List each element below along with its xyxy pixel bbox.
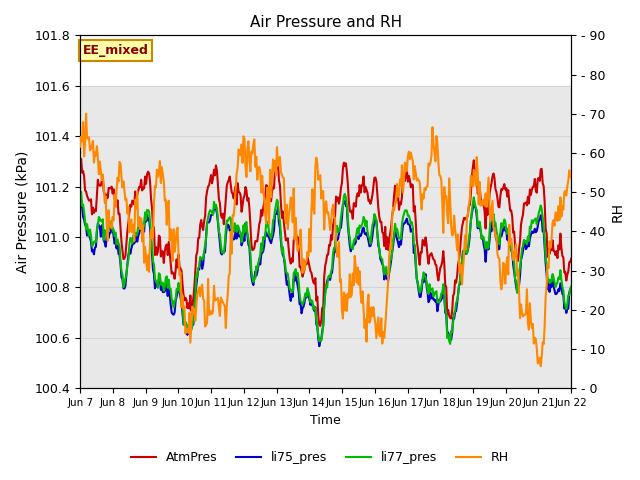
li77_pres bbox=[343, 202, 351, 208]
Line: li75_pres: li75_pres bbox=[80, 198, 572, 346]
li77_pres bbox=[481, 240, 488, 246]
Line: AtmPres: AtmPres bbox=[80, 159, 572, 326]
li77_pres bbox=[557, 277, 565, 283]
li75_pres bbox=[568, 287, 575, 293]
AtmPres bbox=[369, 183, 377, 189]
Bar bbox=[80, 338, 572, 388]
RH bbox=[568, 173, 575, 179]
AtmPres bbox=[316, 323, 324, 329]
AtmPres bbox=[76, 156, 84, 162]
RH bbox=[537, 363, 545, 369]
RH bbox=[76, 144, 84, 150]
X-axis label: Time: Time bbox=[310, 414, 341, 427]
AtmPres bbox=[568, 256, 575, 262]
Y-axis label: Air Pressure (kPa): Air Pressure (kPa) bbox=[15, 151, 29, 273]
li75_pres bbox=[343, 203, 351, 209]
AtmPres bbox=[480, 202, 488, 208]
li77_pres bbox=[310, 303, 318, 309]
AtmPres bbox=[343, 169, 351, 175]
li77_pres bbox=[446, 341, 454, 347]
RH bbox=[314, 160, 321, 166]
RH bbox=[480, 197, 488, 203]
AtmPres bbox=[310, 279, 317, 285]
li77_pres bbox=[314, 324, 321, 329]
Y-axis label: RH: RH bbox=[611, 202, 625, 222]
Title: Air Pressure and RH: Air Pressure and RH bbox=[250, 15, 402, 30]
Legend: AtmPres, li75_pres, li77_pres, RH: AtmPres, li75_pres, li77_pres, RH bbox=[125, 446, 515, 469]
Text: EE_mixed: EE_mixed bbox=[83, 44, 148, 57]
li75_pres bbox=[557, 280, 564, 286]
Bar bbox=[80, 86, 572, 338]
li75_pres bbox=[369, 225, 377, 230]
AtmPres bbox=[312, 298, 320, 303]
li75_pres bbox=[310, 306, 317, 312]
RH bbox=[310, 211, 318, 216]
RH bbox=[343, 308, 351, 314]
li75_pres bbox=[76, 195, 84, 201]
RH bbox=[82, 111, 90, 117]
li75_pres bbox=[316, 343, 323, 349]
li77_pres bbox=[77, 189, 85, 194]
li77_pres bbox=[568, 284, 575, 289]
AtmPres bbox=[557, 231, 564, 237]
li75_pres bbox=[312, 321, 320, 327]
RH bbox=[557, 214, 565, 219]
li77_pres bbox=[76, 197, 84, 203]
li77_pres bbox=[369, 219, 377, 225]
Line: RH: RH bbox=[80, 114, 572, 366]
li75_pres bbox=[480, 242, 488, 248]
Line: li77_pres: li77_pres bbox=[80, 192, 572, 344]
RH bbox=[369, 304, 377, 310]
